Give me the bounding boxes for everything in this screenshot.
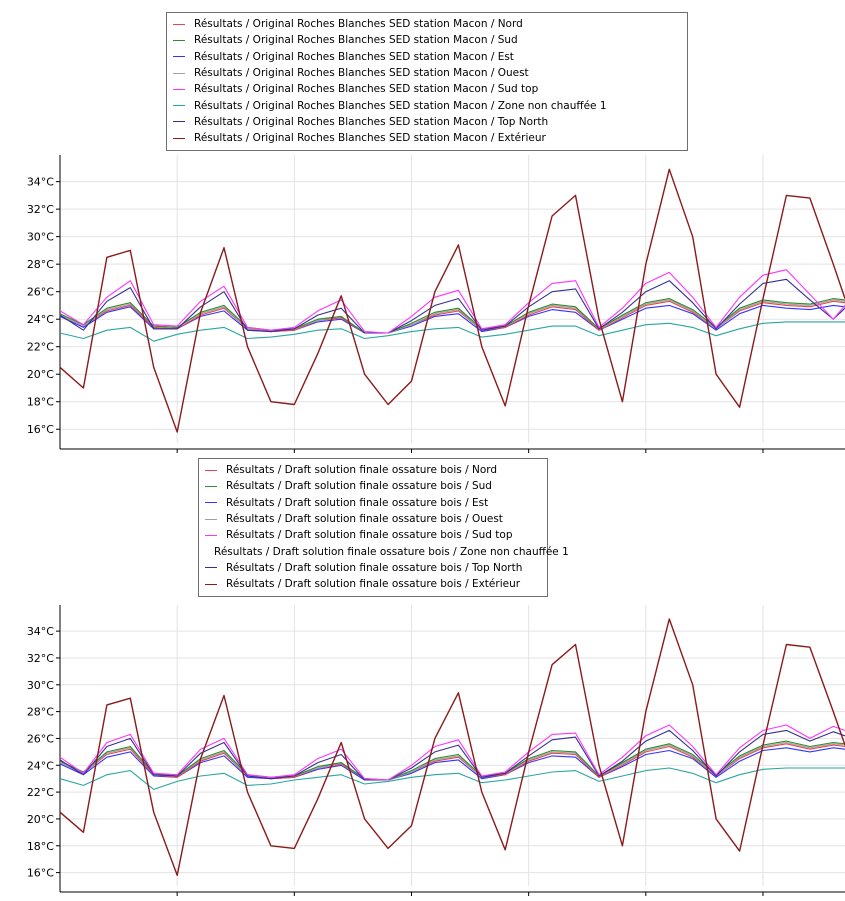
series-line-top-north[interactable] bbox=[59, 278, 845, 334]
legend-swatch bbox=[173, 56, 185, 58]
legend-swatch bbox=[205, 502, 217, 504]
y-tick-label: 34°C bbox=[27, 176, 54, 189]
series-line-est[interactable] bbox=[59, 747, 845, 781]
gridlines bbox=[60, 605, 845, 886]
legend-item-nord[interactable]: Résultats / Draft solution finale ossatu… bbox=[205, 462, 541, 478]
chart-plot-area[interactable]: 34°C 32°C 30°C 28°C 26°C 24°C 22°C 20°C 18°C 16°C… bbox=[0, 605, 845, 898]
legend-label: Résultats / Original Roches Blanches SED… bbox=[194, 50, 514, 63]
y-tick-label: 16°C bbox=[27, 867, 54, 880]
legend-item-ouest[interactable]: Résultats / Draft solution finale ossatu… bbox=[205, 511, 541, 527]
x-tick-label: 02/08-00 bbox=[387, 896, 437, 898]
legend-swatch bbox=[173, 105, 185, 107]
y-tick-label: 18°C bbox=[27, 840, 54, 853]
legend-label: Résultats / Original Roches Blanches SED… bbox=[194, 34, 518, 47]
legend-label: Résultats / Draft solution finale ossatu… bbox=[226, 480, 492, 493]
legend-label: Résultats / Original Roches Blanches SED… bbox=[194, 67, 529, 80]
x-tick-label: 04/08-00 bbox=[621, 896, 671, 898]
y-tick-label: 28°C bbox=[27, 706, 54, 719]
legend-item-top-north[interactable]: Résultats / Draft solution finale ossatu… bbox=[205, 560, 541, 576]
x-tick-label: 01/08-00 bbox=[269, 896, 319, 898]
y-tick-label: 30°C bbox=[27, 679, 54, 692]
legend-swatch bbox=[173, 72, 185, 74]
legend-swatch bbox=[205, 518, 217, 520]
series-line-ouest[interactable] bbox=[59, 299, 845, 334]
chart-panel-original: Résultats / Original Roches Blanches SED… bbox=[0, 12, 845, 455]
y-tick-label: 16°C bbox=[27, 423, 54, 436]
legend-label: Résultats / Original Roches Blanches SED… bbox=[194, 132, 546, 145]
gridlines bbox=[60, 155, 845, 443]
y-tick-label: 22°C bbox=[27, 341, 54, 354]
legend-swatch bbox=[205, 534, 217, 536]
legend-label: Résultats / Original Roches Blanches SED… bbox=[194, 115, 549, 128]
series-line-top-north[interactable] bbox=[59, 729, 845, 781]
y-tick-label: 26°C bbox=[27, 286, 54, 299]
x-tick-label: 02/08-00 bbox=[387, 453, 437, 455]
y-tick-label: 32°C bbox=[27, 203, 54, 216]
y-tick-label: 34°C bbox=[27, 625, 54, 638]
legend-item-zone-non-chauffee[interactable]: Résultats / Original Roches Blanches SED… bbox=[173, 97, 681, 113]
series-line-est[interactable] bbox=[59, 304, 845, 334]
series-line-zone-non-chauffee[interactable] bbox=[59, 767, 845, 790]
legend-swatch bbox=[205, 469, 217, 471]
legend-label: Résultats / Draft solution finale ossatu… bbox=[226, 496, 489, 509]
legend-swatch bbox=[173, 137, 185, 139]
legend-item-nord[interactable]: Résultats / Original Roches Blanches SED… bbox=[173, 16, 681, 32]
legend-item-sud-top[interactable]: Résultats / Draft solution finale ossatu… bbox=[205, 527, 541, 543]
legend-item-ouest[interactable]: Résultats / Original Roches Blanches SED… bbox=[173, 65, 681, 81]
x-tick-label: 31/07-00 bbox=[152, 453, 202, 455]
legend-item-zone-non-chauffee[interactable]: Résultats / Draft solution finale ossatu… bbox=[205, 543, 569, 559]
legend-label: Résultats / Original Roches Blanches SED… bbox=[194, 18, 523, 31]
y-tick-label: 20°C bbox=[27, 813, 54, 826]
legend-label: Résultats / Original Roches Blanches SED… bbox=[194, 99, 607, 112]
y-tick-label: 24°C bbox=[27, 759, 54, 772]
y-tick-label: 18°C bbox=[27, 396, 54, 409]
series-line-zone-non-chauffee[interactable] bbox=[59, 321, 845, 342]
legend-item-exterieur[interactable]: Résultats / Original Roches Blanches SED… bbox=[173, 130, 681, 146]
y-tick-label: 28°C bbox=[27, 258, 54, 271]
series-line-sud-top[interactable] bbox=[59, 269, 845, 334]
legend-item-est[interactable]: Résultats / Original Roches Blanches SED… bbox=[173, 49, 681, 65]
legend-swatch bbox=[173, 88, 185, 90]
y-tick-label: 26°C bbox=[27, 732, 54, 745]
y-tick-label: 30°C bbox=[27, 231, 54, 244]
series-line-ouest[interactable] bbox=[59, 741, 845, 781]
x-tick-label: 31/07-00 bbox=[152, 896, 202, 898]
x-tick-label: 04/08-00 bbox=[621, 453, 671, 455]
x-tick-label: 03/08-00 bbox=[504, 896, 554, 898]
chart-plot-area[interactable]: 34°C 32°C 30°C 28°C 26°C 24°C 22°C 20°C 18°C 16°C… bbox=[0, 155, 845, 455]
series-line-exterieur[interactable] bbox=[59, 168, 845, 433]
y-tick-label: 24°C bbox=[27, 313, 54, 326]
legend-item-top-north[interactable]: Résultats / Original Roches Blanches SED… bbox=[173, 114, 681, 130]
legend-swatch bbox=[173, 39, 185, 41]
legend-label: Résultats / Draft solution finale ossatu… bbox=[226, 529, 513, 542]
x-tick-label: 01/08-00 bbox=[269, 453, 319, 455]
legend-swatch bbox=[205, 567, 217, 569]
legend-label: Résultats / Original Roches Blanches SED… bbox=[194, 83, 539, 96]
legend-label: Résultats / Draft solution finale ossatu… bbox=[226, 464, 498, 477]
x-tick-label: 05/08-00 bbox=[738, 453, 788, 455]
legend-item-sud[interactable]: Résultats / Original Roches Blanches SED… bbox=[173, 32, 681, 48]
legend-label: Résultats / Draft solution finale ossatu… bbox=[214, 545, 569, 558]
legend-label: Résultats / Draft solution finale ossatu… bbox=[226, 513, 503, 526]
series-line-sud-top[interactable] bbox=[59, 724, 845, 781]
legend-item-est[interactable]: Résultats / Draft solution finale ossatu… bbox=[205, 495, 541, 511]
y-tick-label: 32°C bbox=[27, 652, 54, 665]
x-tick-label: 03/08-00 bbox=[504, 453, 554, 455]
legend-swatch bbox=[173, 23, 185, 25]
x-tick-label: 05/08-00 bbox=[738, 896, 788, 898]
legend-item-sud[interactable]: Résultats / Draft solution finale ossatu… bbox=[205, 478, 541, 494]
y-tick-label: 22°C bbox=[27, 786, 54, 799]
legend-swatch bbox=[173, 121, 185, 123]
chart-legend: Résultats / Original Roches Blanches SED… bbox=[166, 12, 688, 151]
legend-label: Résultats / Draft solution finale ossatu… bbox=[226, 561, 523, 574]
chart-panel-draft: Résultats / Draft solution finale ossatu… bbox=[0, 455, 845, 901]
legend-item-exterieur[interactable]: Résultats / Draft solution finale ossatu… bbox=[205, 576, 541, 592]
legend-swatch bbox=[205, 485, 217, 487]
legend-label: Résultats / Draft solution finale ossatu… bbox=[226, 578, 521, 591]
legend-item-sud-top[interactable]: Résultats / Original Roches Blanches SED… bbox=[173, 81, 681, 97]
series-line-exterieur[interactable] bbox=[59, 618, 845, 876]
chart-legend: Résultats / Draft solution finale ossatu… bbox=[198, 458, 569, 597]
legend-swatch bbox=[205, 583, 217, 585]
y-tick-label: 20°C bbox=[27, 368, 54, 381]
